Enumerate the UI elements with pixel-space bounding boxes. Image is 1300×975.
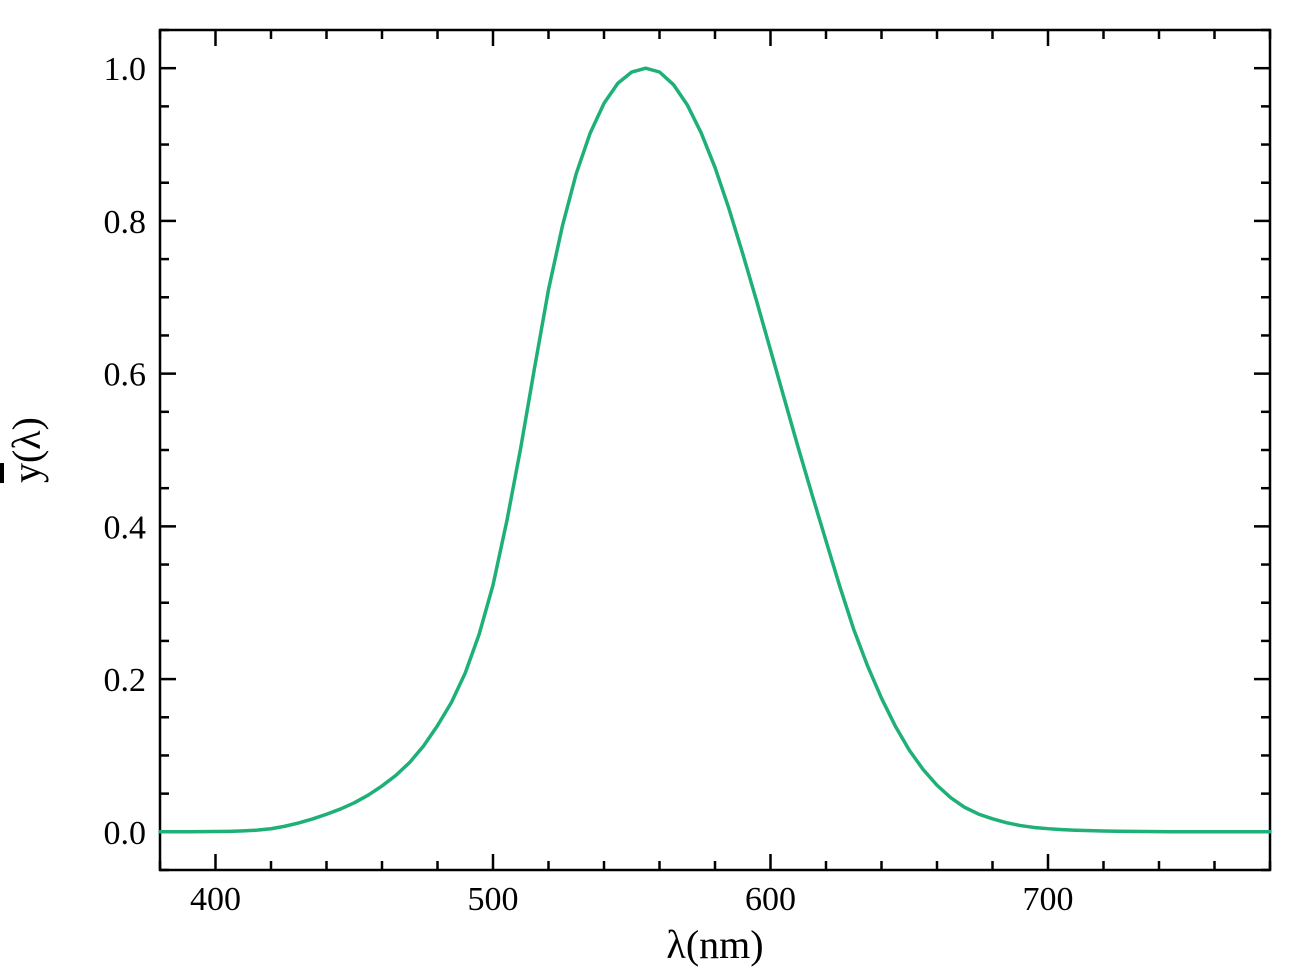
- y-tick-label: 1.0: [104, 51, 147, 88]
- chart-svg: 400 500 600 700 0.0 0.2 0.4 0.6 0.8 1.0 λ(nm) y(λ): [0, 0, 1300, 975]
- y-axis-label: y(λ): [4, 417, 49, 483]
- x-tick-label: 600: [745, 881, 796, 918]
- x-tick-label: 700: [1023, 881, 1074, 918]
- y-tick-label: 0.0: [104, 815, 147, 852]
- x-tick-label: 500: [468, 881, 519, 918]
- x-axis-label: λ(nm): [666, 922, 763, 967]
- luminous-efficiency-chart: 400 500 600 700 0.0 0.2 0.4 0.6 0.8 1.0 λ(nm) y(λ): [0, 0, 1300, 975]
- y-tick-label: 0.8: [104, 204, 147, 241]
- y-tick-label: 0.4: [104, 509, 147, 546]
- y-tick-label: 0.2: [104, 662, 147, 699]
- y-tick-label: 0.6: [104, 357, 147, 394]
- x-tick-label: 400: [190, 881, 241, 918]
